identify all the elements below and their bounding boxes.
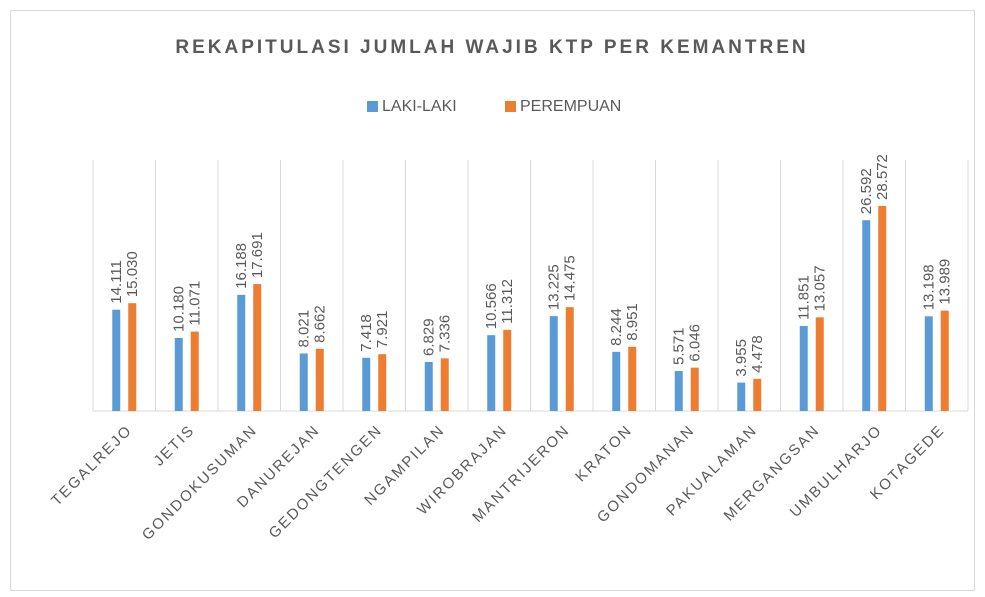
- bar: [924, 316, 933, 411]
- value-label: 17.691: [249, 232, 266, 278]
- legend-label: PEREMPUAN: [520, 98, 621, 115]
- value-label: 7.418: [358, 314, 375, 352]
- chart-border: [10, 10, 975, 591]
- value-label: 15.030: [124, 251, 141, 297]
- value-label: 14.111: [108, 260, 125, 304]
- bar: [315, 348, 324, 411]
- bar: [737, 382, 746, 411]
- bar: [503, 329, 512, 411]
- bar: [487, 335, 496, 411]
- bar: [237, 294, 246, 411]
- bar: [612, 351, 621, 411]
- value-label: 14.475: [562, 255, 579, 301]
- value-label: 5.571: [671, 327, 688, 365]
- value-label: 6.829: [421, 318, 438, 356]
- legend-swatch: [505, 101, 516, 112]
- value-label: 11.851: [796, 275, 813, 320]
- value-label: 13.225: [546, 264, 563, 310]
- value-label: 13.198: [921, 264, 938, 310]
- value-label: 13.057: [812, 265, 829, 311]
- value-label: 26.592: [858, 168, 875, 214]
- value-label: 11.071: [187, 281, 204, 326]
- bar: [690, 367, 699, 411]
- value-label: 28.572: [874, 154, 891, 200]
- value-label: 8.662: [312, 305, 329, 343]
- value-label: 6.046: [687, 324, 704, 362]
- value-label: 8.951: [624, 303, 641, 341]
- bar: [378, 354, 387, 411]
- bar: [299, 353, 308, 411]
- value-label: 10.566: [483, 283, 500, 329]
- value-label: 7.921: [374, 311, 391, 349]
- bar: [815, 317, 824, 411]
- bar: [424, 362, 433, 411]
- value-label: 8.244: [608, 308, 625, 346]
- bar: [174, 337, 183, 411]
- value-label: 4.478: [749, 335, 766, 373]
- bar: [128, 303, 137, 411]
- value-label: 13.989: [937, 259, 954, 305]
- value-label: 7.336: [437, 315, 454, 353]
- value-label: 16.188: [233, 243, 250, 289]
- bar: [112, 309, 121, 411]
- legend-label: LAKI-LAKI: [382, 98, 457, 115]
- legend-swatch: [367, 101, 378, 112]
- bar: [878, 206, 887, 411]
- bar: [440, 358, 449, 411]
- bar: [549, 316, 558, 411]
- bar: [799, 325, 808, 411]
- bar: [362, 357, 371, 411]
- bar: [940, 310, 949, 411]
- bar: [753, 378, 762, 411]
- bar: [628, 346, 637, 411]
- bar: [565, 307, 574, 411]
- value-label: 10.180: [171, 286, 188, 332]
- value-label: 3.955: [733, 339, 750, 377]
- value-label: 11.312: [499, 279, 516, 324]
- chart-title: REKAPITULASI JUMLAH WAJIB KTP PER KEMANT…: [175, 37, 808, 58]
- bar: [862, 220, 871, 411]
- bar: [253, 284, 262, 411]
- bar: [190, 331, 199, 411]
- value-label: 8.021: [296, 310, 313, 348]
- bar: [674, 371, 683, 411]
